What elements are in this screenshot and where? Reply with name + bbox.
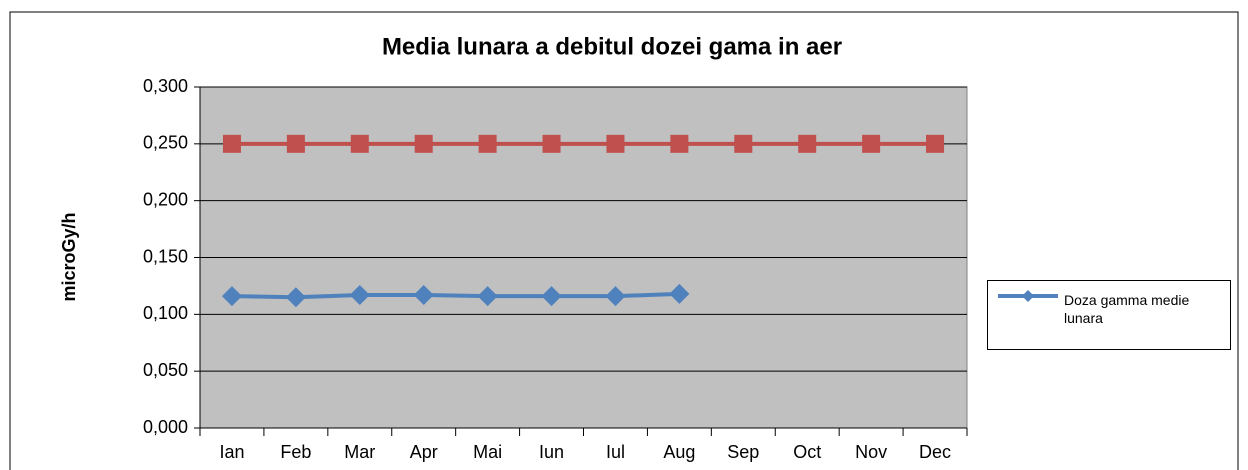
marker (605, 286, 626, 307)
x-tick-label: Ian (219, 442, 244, 462)
x-tick-label: Iul (606, 442, 625, 462)
marker (285, 287, 306, 308)
y-tick-label: 0,100 (143, 303, 188, 323)
marker (222, 134, 241, 153)
marker (414, 134, 433, 153)
marker (670, 134, 689, 153)
y-tick-label: 0,300 (143, 76, 188, 96)
y-tick-label: 0,000 (143, 417, 188, 437)
x-tick-label: Nov (855, 442, 887, 462)
chart-title: Media lunara a debitul dozei gama in aer (382, 33, 842, 60)
marker (350, 134, 369, 153)
marker (541, 286, 562, 307)
x-tick-label: Apr (410, 442, 438, 462)
marker (862, 134, 881, 153)
y-tick-label: 0,200 (143, 189, 188, 209)
legend: Doza gamma medie lunara (987, 280, 1231, 350)
chart-border (9, 11, 1239, 470)
x-tick-label: Dec (919, 442, 951, 462)
x-tick-label: Feb (280, 442, 311, 462)
y-axis-label: microGy/h (59, 212, 79, 301)
marker (734, 134, 753, 153)
marker (349, 285, 370, 306)
marker (669, 283, 690, 304)
marker (478, 134, 497, 153)
x-tick-label: Oct (793, 442, 821, 462)
x-tick-label: Mai (473, 442, 502, 462)
marker (286, 134, 305, 153)
legend-key (998, 290, 1058, 302)
x-tick-label: Sep (727, 442, 759, 462)
y-tick-label: 0,050 (143, 360, 188, 380)
x-tick-label: Aug (663, 442, 695, 462)
x-tick-label: Mar (344, 442, 375, 462)
marker (606, 134, 625, 153)
legend-marker (1022, 290, 1034, 302)
legend-label: Doza gamma medie lunara (1064, 292, 1190, 326)
marker (542, 134, 561, 153)
marker (926, 134, 945, 153)
y-tick-label: 0,250 (143, 133, 188, 153)
marker (477, 286, 498, 307)
y-tick-label: 0,150 (143, 246, 188, 266)
x-tick-label: Iun (539, 442, 564, 462)
series-line (231, 291, 680, 300)
marker (413, 285, 434, 306)
marker (221, 286, 242, 307)
marker (798, 134, 817, 153)
